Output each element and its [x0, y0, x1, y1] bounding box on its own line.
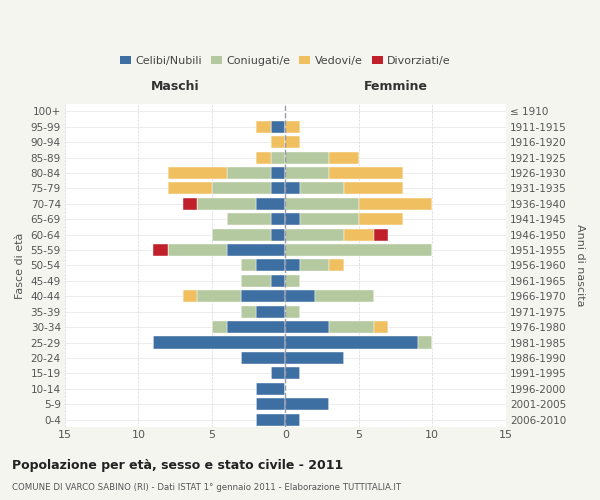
Bar [329, 321, 374, 333]
Bar [329, 152, 359, 164]
Bar [300, 214, 359, 226]
Bar [359, 214, 403, 226]
Bar [286, 244, 432, 256]
Bar [286, 336, 418, 348]
Bar [418, 336, 432, 348]
Bar [374, 228, 388, 240]
Bar [168, 182, 212, 194]
Text: Femmine: Femmine [364, 80, 428, 93]
Bar [271, 275, 286, 287]
Bar [286, 290, 315, 302]
Bar [197, 198, 256, 210]
Bar [182, 290, 197, 302]
Bar [256, 414, 286, 426]
Bar [256, 306, 286, 318]
Bar [286, 167, 329, 179]
Bar [286, 306, 300, 318]
Bar [241, 290, 286, 302]
Bar [256, 121, 271, 133]
Legend: Celibi/Nubili, Coniugati/e, Vedovi/e, Divorziati/e: Celibi/Nubili, Coniugati/e, Vedovi/e, Di… [115, 51, 455, 70]
Bar [197, 290, 241, 302]
Bar [241, 275, 271, 287]
Bar [286, 398, 329, 410]
Bar [256, 152, 271, 164]
Bar [256, 382, 286, 394]
Bar [286, 352, 344, 364]
Bar [271, 228, 286, 240]
Bar [271, 182, 286, 194]
Bar [286, 321, 329, 333]
Bar [329, 167, 403, 179]
Bar [344, 228, 374, 240]
Bar [256, 260, 286, 272]
Bar [212, 182, 271, 194]
Bar [227, 214, 271, 226]
Bar [286, 182, 300, 194]
Bar [182, 198, 197, 210]
Bar [315, 290, 374, 302]
Bar [271, 167, 286, 179]
Bar [286, 275, 300, 287]
Bar [227, 244, 286, 256]
Bar [241, 260, 256, 272]
Bar [256, 398, 286, 410]
Bar [329, 260, 344, 272]
Bar [374, 321, 388, 333]
Y-axis label: Anni di nascita: Anni di nascita [575, 224, 585, 306]
Bar [286, 414, 300, 426]
Bar [286, 214, 300, 226]
Bar [227, 321, 286, 333]
Bar [241, 306, 256, 318]
Text: Maschi: Maschi [151, 80, 199, 93]
Bar [168, 244, 227, 256]
Y-axis label: Fasce di età: Fasce di età [15, 232, 25, 298]
Bar [271, 214, 286, 226]
Bar [286, 198, 359, 210]
Bar [286, 136, 300, 148]
Bar [271, 136, 286, 148]
Bar [286, 152, 329, 164]
Text: COMUNE DI VARCO SABINO (RI) - Dati ISTAT 1° gennaio 2011 - Elaborazione TUTTITAL: COMUNE DI VARCO SABINO (RI) - Dati ISTAT… [12, 484, 401, 492]
Bar [227, 167, 271, 179]
Bar [286, 260, 300, 272]
Bar [153, 336, 286, 348]
Bar [168, 167, 227, 179]
Bar [344, 182, 403, 194]
Bar [212, 321, 227, 333]
Bar [286, 368, 300, 380]
Bar [212, 228, 271, 240]
Bar [271, 152, 286, 164]
Bar [286, 121, 300, 133]
Bar [153, 244, 168, 256]
Bar [271, 121, 286, 133]
Bar [300, 260, 329, 272]
Bar [256, 198, 286, 210]
Bar [241, 352, 286, 364]
Bar [359, 198, 432, 210]
Bar [286, 228, 344, 240]
Bar [300, 182, 344, 194]
Text: Popolazione per età, sesso e stato civile - 2011: Popolazione per età, sesso e stato civil… [12, 460, 343, 472]
Bar [271, 368, 286, 380]
